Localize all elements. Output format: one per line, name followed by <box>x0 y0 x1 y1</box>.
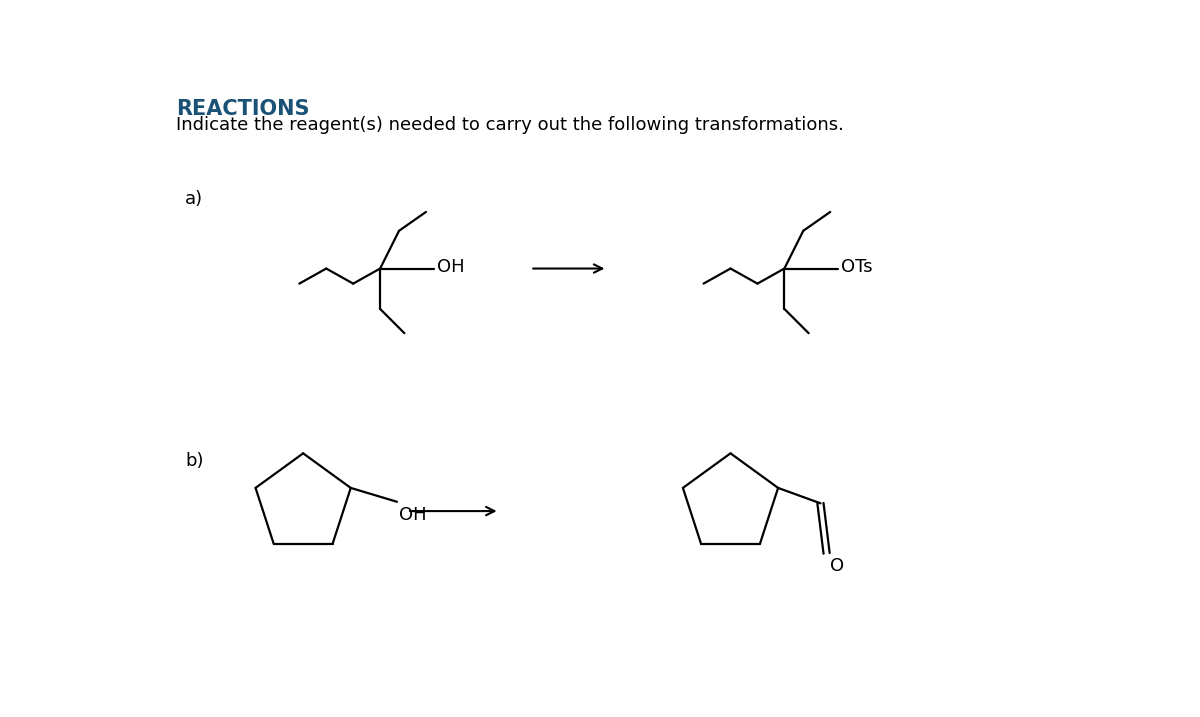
Text: b): b) <box>185 452 204 470</box>
Text: a): a) <box>185 190 204 208</box>
Text: O: O <box>830 557 845 575</box>
Text: OTs: OTs <box>841 258 874 276</box>
Text: OH: OH <box>400 505 427 523</box>
Text: Indicate the reagent(s) needed to carry out the following transformations.: Indicate the reagent(s) needed to carry … <box>176 116 844 134</box>
Text: OH: OH <box>437 258 464 276</box>
Text: REACTIONS: REACTIONS <box>176 99 310 119</box>
